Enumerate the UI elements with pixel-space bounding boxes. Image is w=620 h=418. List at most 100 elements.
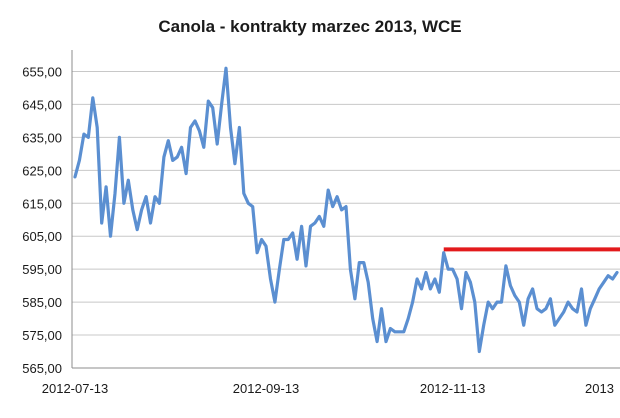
- data-point: [376, 340, 378, 343]
- data-point: [349, 268, 352, 271]
- data-point: [309, 225, 312, 228]
- data-point: [105, 186, 107, 188]
- data-point: [323, 225, 325, 228]
- data-point: [132, 209, 134, 211]
- data-point: [336, 195, 338, 198]
- data-point: [78, 159, 81, 162]
- data-point: [149, 222, 152, 224]
- chart-title: Canola - kontrakty marzec 2013, WCE: [158, 17, 461, 36]
- data-point: [265, 245, 267, 247]
- data-point: [251, 205, 254, 208]
- data-point: [287, 238, 290, 241]
- data-point: [456, 278, 458, 280]
- y-tick-labels: 655,00 645,00 635,00 625,00 615,00 605,00 595,…: [22, 64, 62, 376]
- data-point: [380, 307, 383, 310]
- data-point: [500, 301, 503, 303]
- data-point: [340, 209, 343, 211]
- y-tick-label: 655,00: [22, 64, 62, 79]
- y-tick-label: 575,00: [22, 328, 62, 343]
- data-point: [220, 103, 223, 106]
- data-point: [180, 146, 183, 149]
- data-point: [505, 265, 507, 267]
- data-point: [558, 317, 560, 320]
- data-point: [398, 331, 401, 333]
- y-tick-label: 615,00: [22, 196, 62, 211]
- data-point: [158, 202, 161, 205]
- data-point: [274, 301, 276, 303]
- data-point: [567, 301, 569, 303]
- data-point: [469, 281, 472, 284]
- data-point: [571, 307, 574, 310]
- data-point: [465, 271, 467, 274]
- data-point: [300, 225, 303, 228]
- data-point: [291, 232, 294, 234]
- data-point: [411, 301, 414, 303]
- data-point: [425, 271, 427, 274]
- x-tick-label: 2012-09-13: [233, 381, 300, 396]
- data-point: [474, 301, 476, 303]
- data-point: [434, 278, 436, 280]
- data-point: [345, 205, 347, 208]
- data-point: [171, 159, 174, 162]
- data-point: [407, 317, 410, 320]
- data-point: [447, 268, 450, 271]
- data-point: [185, 172, 187, 175]
- data-point: [163, 156, 165, 158]
- data-point: [531, 288, 534, 290]
- data-point: [598, 288, 600, 290]
- data-point: [74, 176, 76, 178]
- y-tick-label: 585,00: [22, 295, 62, 310]
- data-point: [127, 179, 130, 181]
- y-tick-label: 635,00: [22, 130, 62, 145]
- data-point: [522, 324, 525, 327]
- data-point: [554, 324, 556, 327]
- data-point: [211, 106, 214, 109]
- data-point: [189, 126, 192, 129]
- data-point: [229, 126, 232, 129]
- data-point: [207, 100, 210, 102]
- data-point: [305, 265, 307, 267]
- data-point: [243, 192, 245, 195]
- y-tick-label: 645,00: [22, 97, 62, 112]
- data-point: [589, 307, 592, 310]
- data-point: [385, 340, 387, 343]
- data-point: [451, 268, 454, 271]
- data-point: [216, 143, 218, 145]
- data-point: [549, 298, 552, 300]
- data-point: [118, 136, 121, 139]
- data-point: [327, 189, 330, 191]
- data-point: [318, 215, 321, 218]
- data-point: [136, 228, 138, 231]
- data-point: [234, 162, 236, 165]
- data-point: [225, 67, 227, 69]
- x-tick-label: 2012-11-13: [420, 381, 486, 396]
- data-point: [594, 298, 596, 300]
- data-point: [585, 324, 587, 327]
- data-point: [198, 130, 201, 132]
- data-point: [478, 350, 481, 353]
- data-point: [545, 307, 547, 310]
- data-point: [331, 205, 334, 208]
- y-tick-label: 605,00: [22, 229, 62, 244]
- data-point: [482, 324, 485, 327]
- data-point: [540, 311, 543, 313]
- data-point: [487, 301, 490, 303]
- data-point: [83, 133, 85, 135]
- x-tick-labels: 2012-07-13 2012-09-13 2012-11-13 2013: [42, 381, 614, 396]
- data-point: [562, 311, 565, 313]
- data-point: [518, 301, 521, 303]
- data-point: [278, 268, 281, 271]
- data-point: [123, 202, 125, 205]
- price-series-line: [73, 66, 619, 354]
- data-point: [176, 156, 178, 158]
- data-point: [367, 281, 370, 284]
- data-point: [269, 278, 272, 280]
- data-point: [416, 278, 418, 280]
- data-point: [442, 251, 445, 254]
- data-point: [491, 307, 494, 310]
- data-point: [114, 192, 116, 195]
- data-point: [109, 235, 112, 237]
- y-tick-label: 565,00: [22, 361, 62, 376]
